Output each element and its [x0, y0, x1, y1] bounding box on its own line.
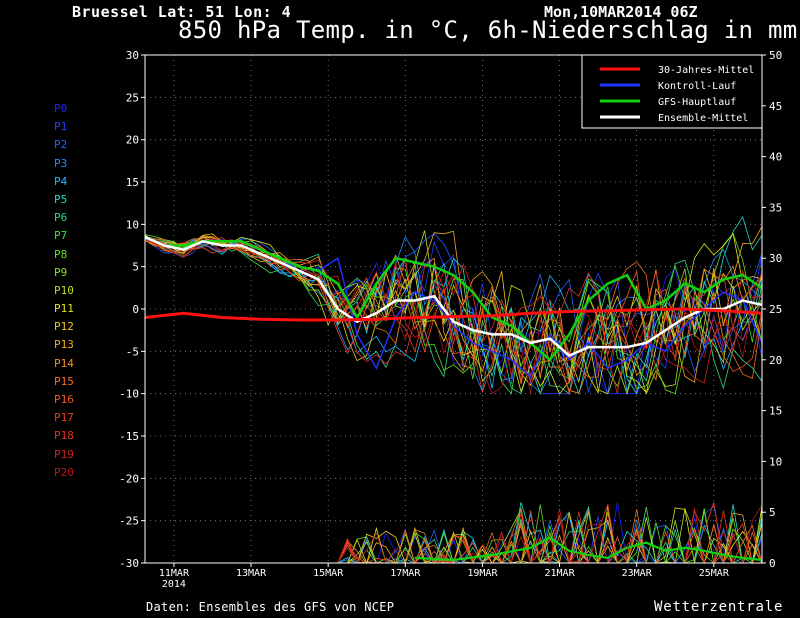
- member-temp-line: [144, 237, 763, 384]
- member-label: P10: [54, 283, 74, 297]
- climate-mean-line: [144, 307, 763, 322]
- member-label: P0: [54, 102, 68, 115]
- right-axis-tick-label: 40: [769, 151, 782, 164]
- x-axis-tick-label: 19MAR: [467, 568, 498, 579]
- member-label: P18: [54, 429, 74, 443]
- member-label: P3: [54, 156, 68, 170]
- x-axis-tick-label: 17MAR: [390, 568, 421, 579]
- right-axis-tick-label: 15: [769, 405, 782, 418]
- location-label: Bruessel Lat: 51 Lon: 4: [72, 3, 292, 21]
- legend-entry-label: 30-Jahres-Mittel: [658, 65, 754, 76]
- right-axis-tick-label: 5: [769, 506, 776, 519]
- left-axis-tick-label: -20: [119, 472, 139, 485]
- left-axis-tick-label: 10: [126, 218, 139, 231]
- member-label: P5: [54, 192, 68, 206]
- member-label: P1: [54, 120, 68, 134]
- left-axis-tick-label: -15: [119, 430, 139, 443]
- x-axis-tick-label: 11MAR: [159, 568, 190, 579]
- member-temp-line: [144, 236, 763, 385]
- right-axis-tick-label: 0: [769, 557, 776, 570]
- legend-entry-label: Ensemble-Mittel: [658, 113, 748, 124]
- member-label: P20: [54, 465, 74, 479]
- right-axis-tick-label: 25: [769, 303, 782, 316]
- left-axis-tick-label: -10: [119, 388, 139, 401]
- x-axis-tick-label: 25MAR: [699, 568, 730, 579]
- member-temp-line: [144, 236, 763, 375]
- right-axis-tick-label: 20: [769, 354, 782, 367]
- run-time-label: Mon,10MAR2014 06Z: [544, 3, 698, 21]
- x-axis-tick-label: 21MAR: [544, 568, 575, 579]
- member-label: P9: [54, 265, 68, 279]
- left-axis-tick-label: 30: [126, 49, 139, 62]
- x-axis-year-label: 2014: [162, 579, 186, 590]
- right-axis-tick-label: 45: [769, 100, 782, 113]
- data-source-label: Daten: Ensembles des GFS von NCEP: [146, 600, 395, 614]
- right-axis-tick-label: 35: [769, 201, 782, 214]
- x-axis-tick-label: 15MAR: [313, 568, 344, 579]
- member-label: P16: [54, 393, 74, 406]
- member-label: P14: [54, 356, 74, 370]
- legend-entry-label: GFS-Hauptlauf: [658, 97, 736, 108]
- brand-label: Wetterzentrale: [654, 599, 784, 615]
- left-axis-tick-label: 25: [126, 91, 139, 104]
- member-label: P11: [54, 302, 74, 316]
- ensemble-member-list: P0 P1 P2 P3 P4 P5 P6 P7 P8 P9 P10 P11 P12 P13 P14 P15 P1…: [54, 100, 74, 482]
- left-axis-tick-label: -5: [126, 345, 139, 358]
- member-label: P6: [54, 211, 68, 225]
- member-label: P17: [54, 411, 74, 425]
- x-axis-tick-label: 23MAR: [622, 568, 653, 579]
- left-axis-tick-label: -30: [119, 557, 139, 570]
- right-axis-tick-label: 30: [769, 252, 782, 265]
- gfs-precip-line: [414, 536, 763, 562]
- member-temp-line: [144, 238, 763, 395]
- right-axis-tick-label: 50: [769, 49, 782, 62]
- member-label: P7: [54, 229, 68, 243]
- member-label: P19: [54, 447, 74, 461]
- member-label: P13: [54, 338, 74, 352]
- left-axis-tick-label: -25: [119, 515, 139, 528]
- left-axis-tick-label: 5: [132, 261, 139, 274]
- left-axis-tick-label: 0: [132, 303, 139, 316]
- member-label: P4: [54, 174, 68, 188]
- plot-frame: [144, 54, 763, 564]
- right-axis-tick-label: 10: [769, 455, 782, 468]
- chart-title: 850 hPa Temp. in °C, 6h-Niederschlag in …: [178, 16, 798, 44]
- member-temp-line: [144, 239, 763, 394]
- left-axis-tick-label: 15: [126, 176, 139, 189]
- x-axis-tick-label: 13MAR: [236, 568, 267, 579]
- ensemble-mean-line: [144, 235, 763, 358]
- member-label: P12: [54, 320, 74, 334]
- legend-entry-label: Kontroll-Lauf: [658, 81, 736, 92]
- legend: 30-Jahres-Mittel Kontroll-Lauf GFS-Hauptla…: [581, 54, 763, 129]
- member-label: P8: [54, 247, 68, 261]
- member-label: P15: [54, 374, 74, 388]
- member-temp-line: [144, 215, 763, 396]
- gfs-main-run-line: [144, 235, 763, 362]
- left-axis-tick-label: 20: [126, 134, 139, 147]
- member-label: P2: [54, 138, 68, 152]
